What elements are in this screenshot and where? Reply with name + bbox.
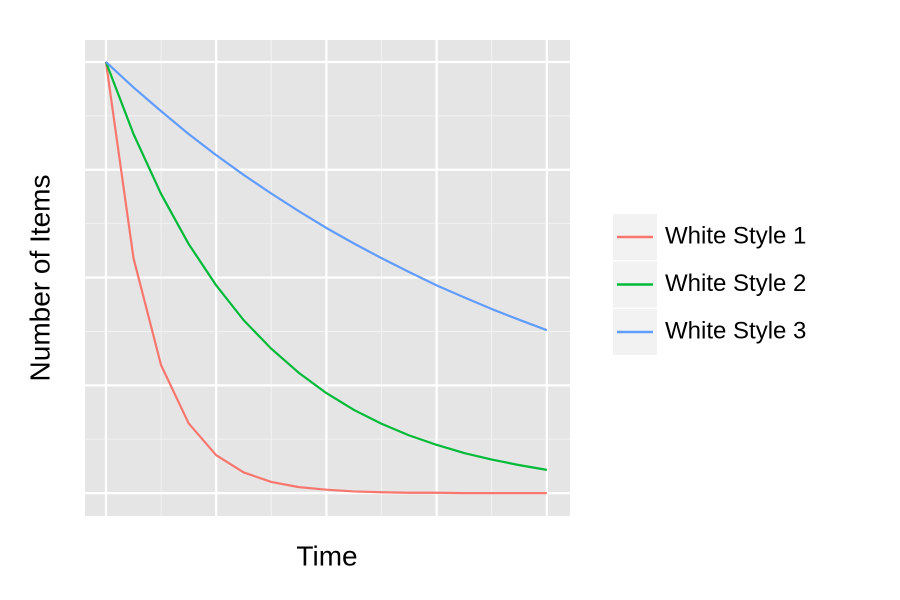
- legend-label: White Style 1: [665, 222, 806, 249]
- legend: White Style 1 White Style 2 White Style 3: [613, 214, 806, 355]
- legend-label: White Style 3: [665, 317, 806, 344]
- series-line: [105, 61, 548, 332]
- y-axis-title: Number of Items: [24, 175, 55, 382]
- lines: [104, 61, 548, 495]
- series-line: [104, 61, 548, 471]
- series-line: [104, 61, 547, 495]
- x-axis-title: Time: [296, 540, 357, 571]
- legend-label: White Style 2: [665, 270, 806, 297]
